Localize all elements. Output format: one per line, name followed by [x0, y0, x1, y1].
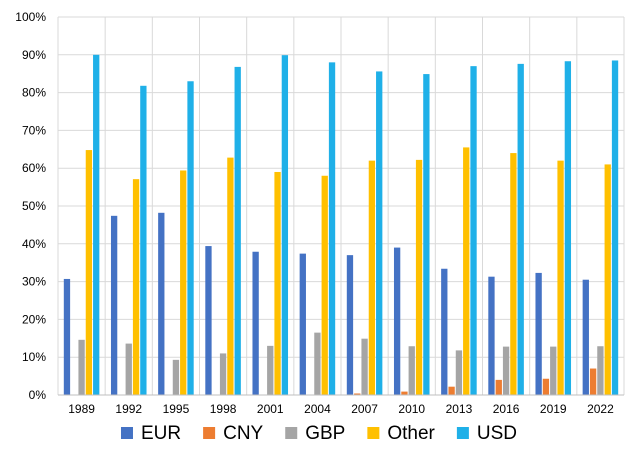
legend-item-gbp: GBP: [285, 423, 345, 444]
x-tick-label: 2022: [587, 402, 614, 416]
legend-label: USD: [477, 423, 517, 444]
bar-usd: [517, 63, 524, 395]
y-tick-label: 50%: [22, 199, 46, 213]
bar-usd: [423, 74, 430, 395]
bar-other: [85, 150, 93, 395]
bar-eur: [63, 278, 71, 395]
y-tick-label: 60%: [22, 161, 46, 175]
bar-eur: [158, 212, 165, 395]
bar-other: [463, 147, 470, 395]
bar-cny: [589, 368, 597, 395]
x-tick-label: 1998: [210, 402, 237, 416]
y-tick-label: 20%: [22, 312, 46, 326]
y-tick-label: 30%: [22, 275, 46, 289]
bar-gbp: [267, 345, 274, 395]
bar-other: [180, 170, 187, 395]
bar-gbp: [125, 343, 132, 395]
bar-gbp: [597, 346, 604, 395]
bars: [63, 54, 619, 396]
legend-swatch: [367, 427, 380, 439]
bar-other: [604, 164, 611, 395]
bar-usd: [328, 62, 336, 396]
bar-other: [510, 153, 517, 395]
bar-eur: [582, 279, 589, 395]
bar-usd: [564, 61, 572, 395]
bar-cny: [401, 391, 408, 395]
bar-eur: [346, 255, 354, 395]
bar-usd: [140, 85, 147, 396]
bar-usd: [281, 55, 289, 395]
bar-usd: [93, 54, 100, 396]
bar-eur: [205, 246, 212, 395]
bar-other: [557, 160, 564, 395]
x-tick-label: 1995: [163, 402, 190, 416]
bar-gbp: [172, 359, 180, 395]
bar-usd: [376, 71, 383, 395]
x-tick-label: 2010: [398, 402, 425, 416]
y-tick-label: 90%: [22, 48, 46, 62]
bar-eur: [299, 253, 306, 395]
x-tick-label: 2013: [446, 402, 473, 416]
bar-usd: [187, 81, 194, 395]
bar-gbp: [550, 346, 557, 395]
bar-gbp: [78, 339, 85, 395]
x-tick-label: 2016: [493, 402, 520, 416]
legend-swatch: [120, 427, 133, 439]
y-tick-label: 80%: [22, 86, 46, 100]
y-axis: 0% 10% 20% 30% 40% 50% 60% 70% 80% 90% 100%: [15, 10, 46, 402]
x-axis: 1989 1992 1995 1998 2001 2004 2007 2010 2013 2016…: [58, 394, 624, 416]
bar-eur: [488, 276, 495, 395]
bar-cny: [354, 393, 361, 395]
bar-cny: [448, 386, 455, 395]
bar-eur: [252, 251, 259, 395]
legend-swatch: [456, 427, 469, 439]
bar-usd: [470, 66, 477, 395]
legend-swatch: [285, 427, 298, 439]
y-tick-label: 10%: [22, 350, 46, 364]
bar-gbp: [455, 350, 463, 395]
legend-label: Other: [387, 423, 435, 444]
x-tick-label: 2004: [304, 402, 331, 416]
x-tick-label: 2019: [540, 402, 567, 416]
bar-gbp: [502, 346, 510, 395]
bar-gbp: [314, 332, 321, 395]
y-tick-label: 70%: [22, 123, 46, 137]
legend-item-cny: CNY: [203, 423, 264, 444]
y-tick-label: 100%: [15, 10, 46, 24]
bar-eur: [535, 272, 542, 395]
x-tick-label: 1989: [68, 402, 95, 416]
x-tick-label: 2007: [351, 402, 378, 416]
legend-swatch: [203, 427, 216, 439]
x-tick-label: 1992: [115, 402, 142, 416]
legend-label: CNY: [223, 423, 263, 444]
legend-item-usd: USD: [456, 423, 517, 444]
bar-usd: [234, 66, 241, 396]
bar-cny: [542, 378, 550, 395]
bar-other: [368, 160, 376, 395]
bar-other: [415, 159, 423, 395]
bar-usd: [611, 60, 619, 395]
bar-other: [321, 175, 328, 395]
y-tick-label: 40%: [22, 237, 46, 251]
bar-gbp: [361, 338, 368, 395]
legend-item-other: Other: [367, 423, 436, 444]
bar-eur: [441, 268, 448, 395]
bar-other: [227, 157, 234, 395]
legend-item-eur: EUR: [120, 423, 181, 444]
x-tick-label: 2001: [257, 402, 284, 416]
bar-eur: [393, 247, 401, 395]
bar-other: [274, 171, 281, 395]
legend-label: EUR: [141, 423, 181, 444]
y-tick-label: 0%: [29, 388, 47, 402]
bar-cny: [495, 379, 502, 395]
gridlines: [57, 16, 625, 396]
legend: EUR CNY GBP Other USD: [120, 423, 517, 444]
bar-gbp: [408, 346, 415, 395]
bar-other: [132, 179, 140, 395]
legend-label: GBP: [305, 423, 345, 444]
bar-eur: [110, 215, 118, 395]
bar-gbp: [219, 353, 227, 395]
